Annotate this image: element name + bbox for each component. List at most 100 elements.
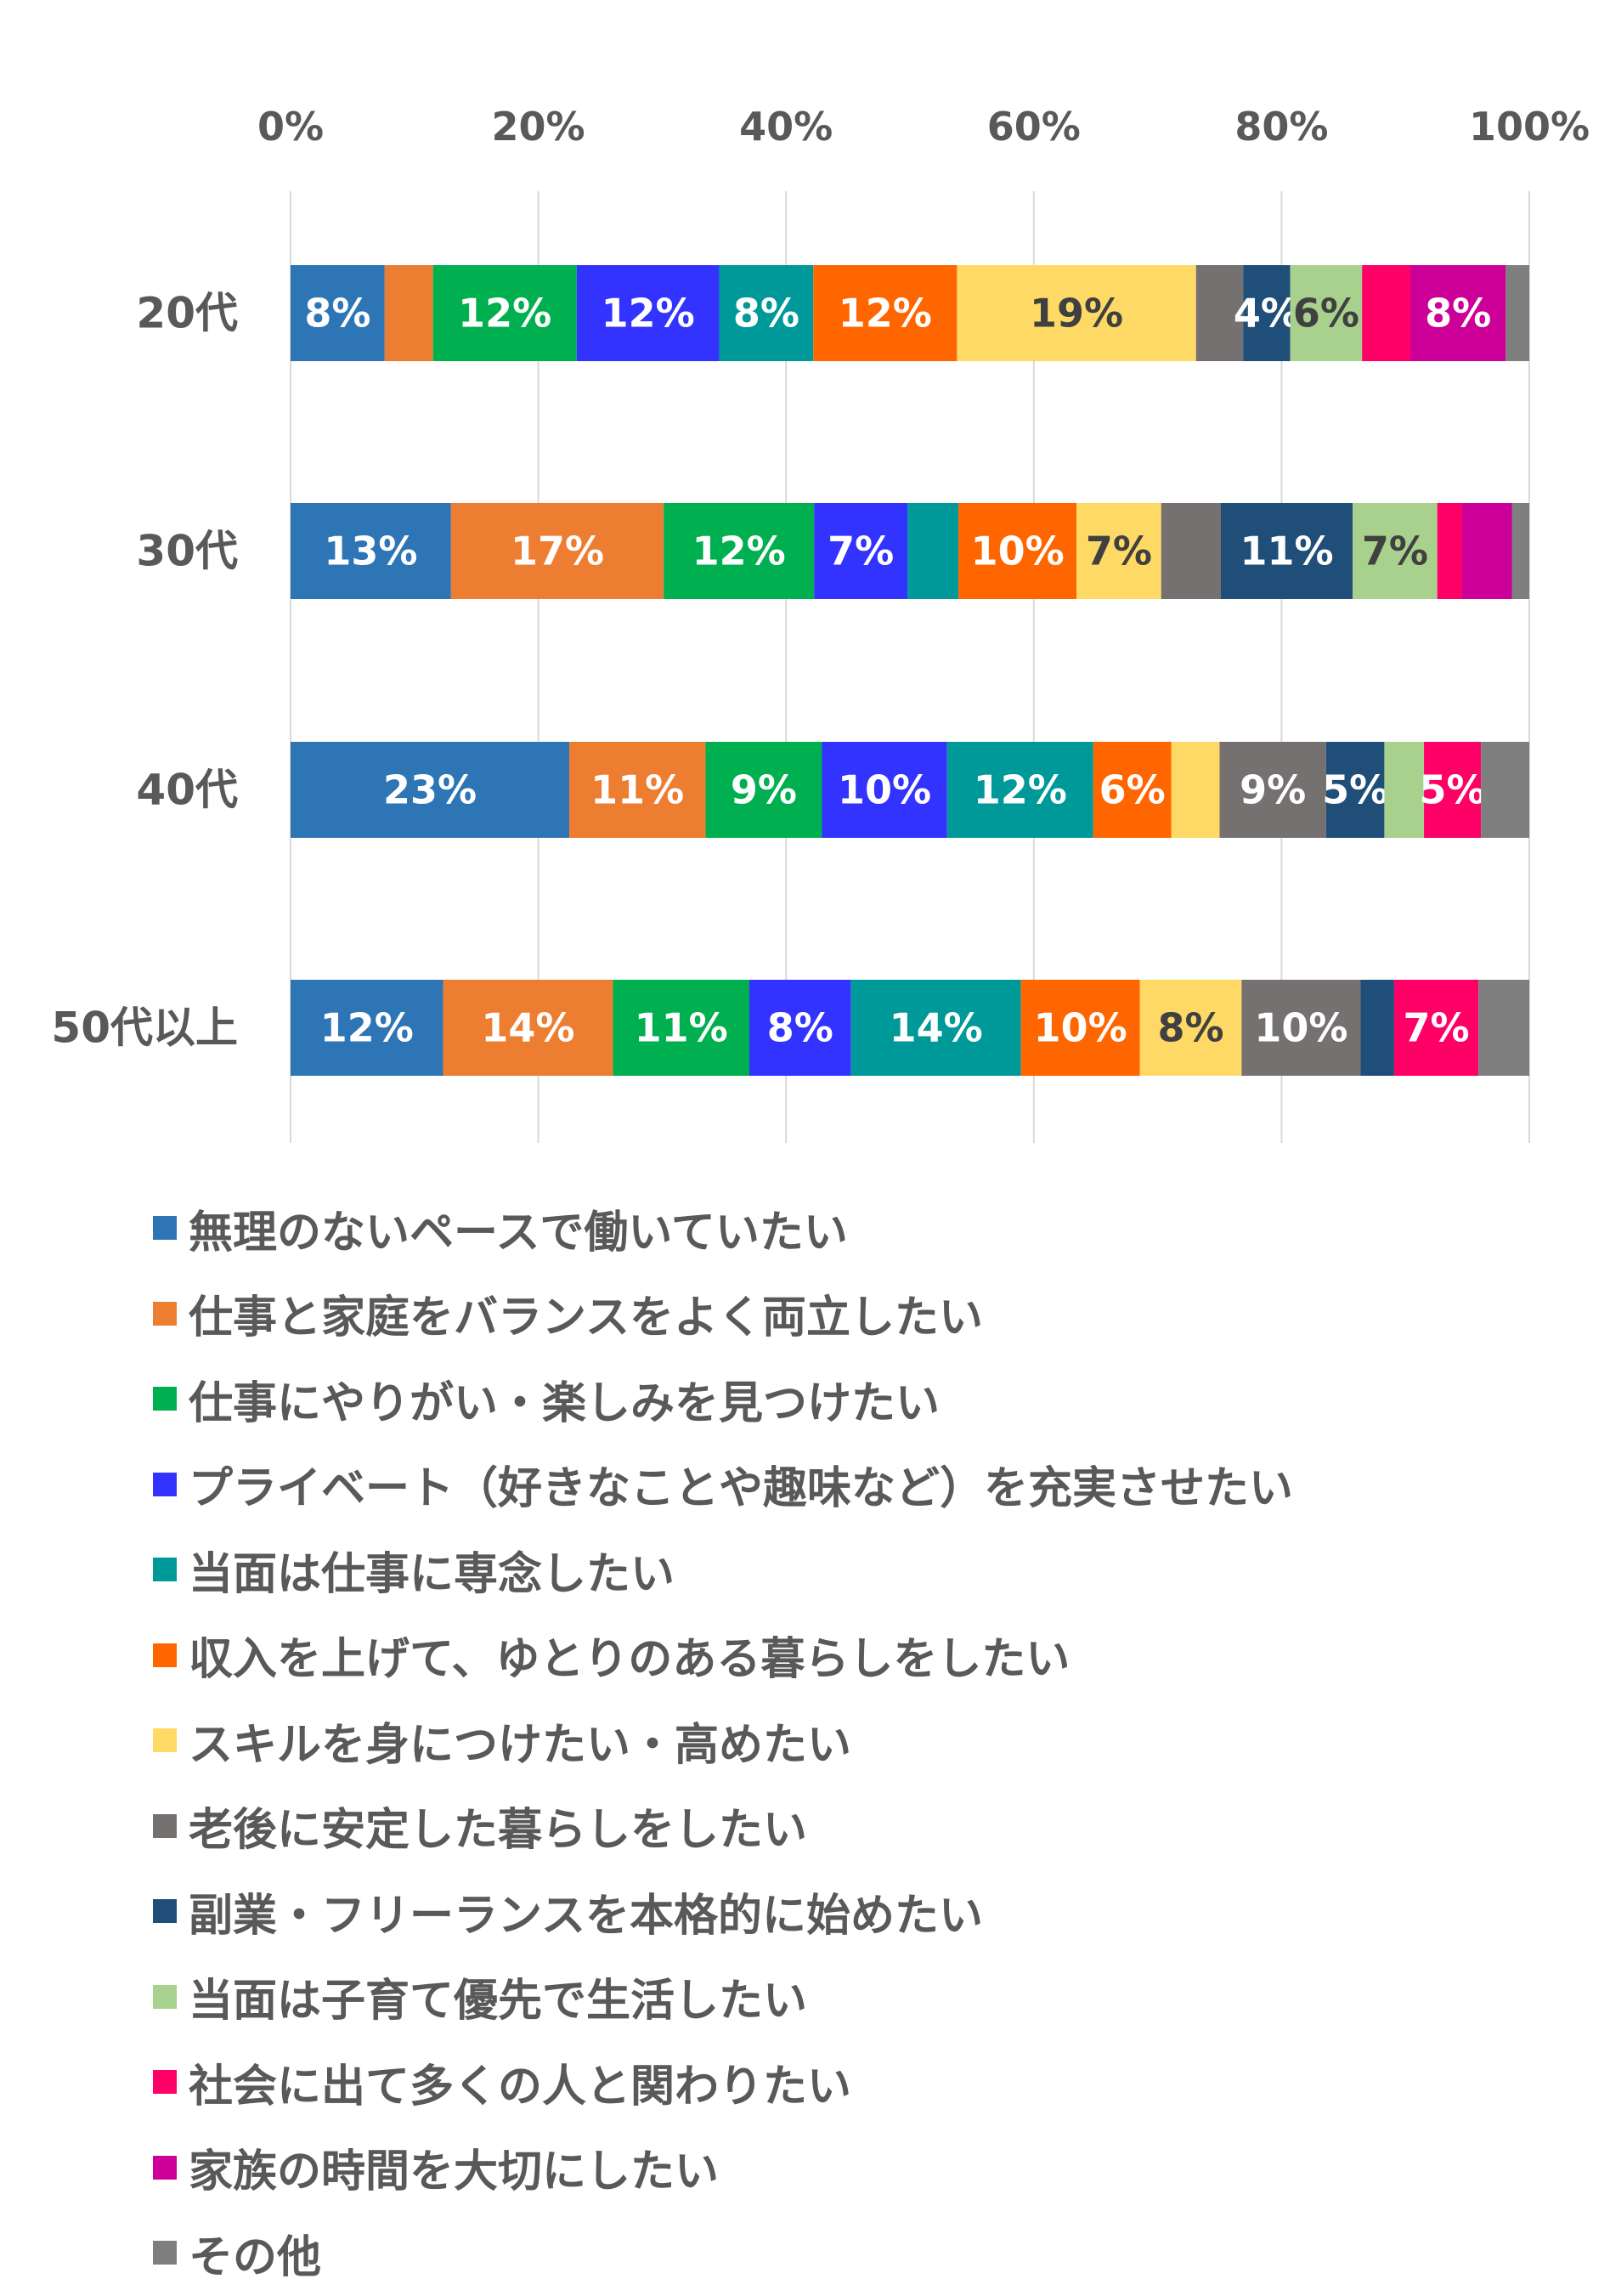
legend-item: 無理のないペースで働いていたい	[153, 1185, 1293, 1271]
legend-label: 当面は子育て優先で生活したい	[189, 1976, 808, 2027]
legend-item: 当面は仕事に専念したい	[153, 1527, 1293, 1613]
data-label: 12%	[320, 1005, 414, 1051]
legend-label: 仕事にやりがい・楽しみを見つけたい	[189, 1377, 941, 1429]
legend-swatch	[153, 1899, 177, 1924]
legend-item: スキルを身につけたい・高めたい	[153, 1698, 1293, 1784]
bar-segment	[1220, 503, 1353, 599]
legend-item: 仕事と家庭をバランスをよく両立したい	[153, 1271, 1293, 1357]
legend-swatch	[153, 1643, 177, 1667]
legend-item: 仕事にやりがい・楽しみを見つけたい	[153, 1356, 1293, 1442]
bar-segment	[1241, 980, 1361, 1076]
legend-item: プライベート（好きなことや趣味など）を充実させたい	[153, 1442, 1293, 1528]
x-tick-label: 20%	[492, 104, 585, 150]
bar-segment	[1020, 980, 1140, 1076]
data-label: 10%	[838, 767, 931, 813]
data-label: 13%	[324, 529, 417, 574]
data-label: 8%	[304, 291, 370, 336]
legend-item: 老後に安定した暮らしをしたい	[153, 1784, 1293, 1869]
category-labels: 20代 30代 40代 50代以上	[51, 289, 238, 1053]
bar-segments: 8% 12% 12% 8% 12% 19% 4%6% 8%13% 17% 12% 7% 10% 7% 11…	[291, 265, 1529, 1076]
legend-label: 老後に安定した暮らしをしたい	[189, 1805, 808, 1857]
data-label: 10%	[1034, 1005, 1127, 1051]
bar-segment	[1393, 980, 1479, 1076]
x-tick-label: 80%	[1234, 104, 1328, 150]
legend-label: 当面は仕事に専念したい	[189, 1548, 675, 1600]
bar-segment	[1360, 980, 1394, 1076]
data-label: 19%	[1030, 291, 1123, 336]
legend-swatch	[153, 2155, 177, 2180]
category-label: 40代	[136, 766, 238, 815]
legend-swatch	[153, 1813, 177, 1838]
data-label: 12%	[839, 291, 932, 336]
chart-legend: 無理のないペースで働いていたい仕事と家庭をバランスをよく両立したい 仕事にやりがい…	[153, 1185, 1293, 2296]
legend-swatch	[153, 1984, 177, 2009]
category-label: 20代	[136, 289, 238, 338]
data-label: 9%	[1240, 767, 1306, 813]
legend-item: 家族の時間を大切にしたい	[153, 2125, 1293, 2211]
x-tick-label: 100%	[1469, 104, 1590, 150]
data-label: 12%	[692, 529, 786, 574]
bar-segment	[946, 742, 1093, 838]
legend-swatch	[153, 1301, 177, 1326]
bar-segment	[1195, 265, 1244, 361]
data-label: 11%	[590, 767, 684, 813]
legend-label: 社会に出て多くの人と関わりたい	[189, 2061, 852, 2112]
data-label: 11%	[1240, 529, 1333, 574]
category-label: 50代以上	[51, 1004, 238, 1053]
legend-swatch	[153, 1472, 177, 1496]
bar-segment	[1219, 742, 1326, 838]
bar-segment	[1161, 503, 1221, 599]
bar-segment	[814, 503, 908, 599]
data-label: 8%	[767, 1005, 833, 1051]
bar-segment	[384, 265, 433, 361]
x-tick-label: 40%	[739, 104, 833, 150]
bar-segment	[664, 503, 815, 599]
bar-segment	[1362, 265, 1411, 361]
legend-item: 収入を上げて、ゆとりのある暮らしをしたい	[153, 1613, 1293, 1699]
legend-swatch	[153, 1387, 177, 1411]
bar-segment	[291, 980, 443, 1076]
data-label: 14%	[481, 1005, 574, 1051]
data-label: 6%	[1293, 291, 1359, 336]
legend-label: プライベート（好きなことや趣味など）を充実させたい	[189, 1463, 1294, 1515]
legend-swatch	[153, 1728, 177, 1753]
category-label: 30代	[136, 527, 238, 576]
legend-item: 社会に出て多くの人と関わりたい	[153, 2039, 1293, 2125]
legend-label: 家族の時間を大切にしたい	[189, 2146, 720, 2198]
legend-item: 副業・フリーランスを本格的に始めたい	[153, 1869, 1293, 1954]
data-label: 8%	[1425, 291, 1491, 336]
bar-segment	[1325, 742, 1385, 838]
bar-segment	[1410, 265, 1506, 361]
bar-segment	[957, 265, 1196, 361]
data-label: 12%	[602, 291, 695, 336]
data-label: 5%	[1420, 767, 1486, 813]
data-label: 8%	[1158, 1005, 1224, 1051]
legend-swatch	[153, 2241, 177, 2265]
legend-item: その他	[153, 2210, 1293, 2296]
bar-segment	[1076, 503, 1161, 599]
bar-segment	[1478, 980, 1529, 1076]
bar-segment	[569, 742, 706, 838]
legend-label: 仕事と家庭をバランスをよく両立したい	[189, 1292, 983, 1344]
legend-label: スキルを身につけたい・高めたい	[189, 1719, 852, 1771]
bar-segment	[1171, 742, 1220, 838]
bar-segment	[705, 742, 822, 838]
data-label: 4%	[1234, 291, 1300, 336]
legend-label: 無理のないペースで働いていたい	[189, 1207, 848, 1258]
data-label: 14%	[890, 1005, 983, 1051]
legend-swatch	[153, 2070, 177, 2095]
bar-segment	[576, 265, 720, 361]
bar-segment	[822, 742, 947, 838]
bar-segment	[1461, 503, 1512, 599]
legend-swatch	[153, 1558, 177, 1582]
legend-label: 副業・フリーランスを本格的に始めたい	[189, 1890, 983, 1942]
bar-segment	[291, 503, 451, 599]
legend-swatch	[153, 1216, 177, 1241]
bar-segment	[1290, 265, 1363, 361]
x-axis-tick-labels: 0% 20% 40% 60% 80% 100%	[257, 104, 1590, 150]
bar-segment	[291, 265, 385, 361]
bar-segment	[907, 503, 959, 599]
legend-label: その他	[189, 2231, 322, 2283]
stacked-bar-chart: 0% 20% 40% 60% 80% 100% 20代 30代 40代 50代以上 8% 12% 1…	[51, 104, 1590, 1143]
data-label: 5%	[1322, 767, 1388, 813]
